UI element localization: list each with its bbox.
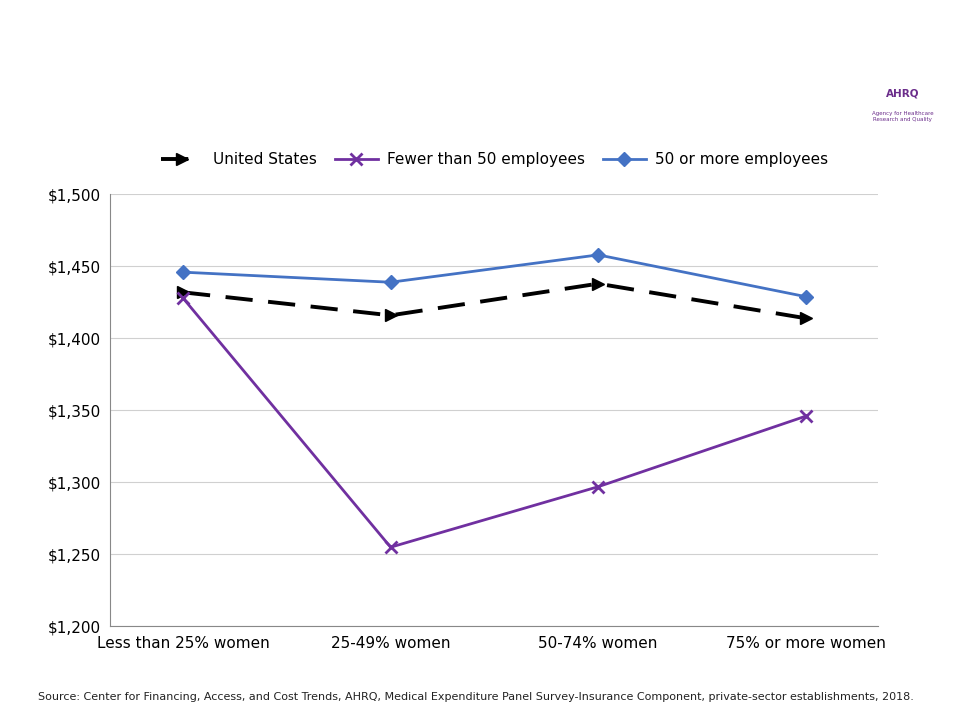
Text: Source: Center for Financing, Access, and Cost Trends, AHRQ, Medical Expenditure: Source: Center for Financing, Access, an…: [38, 692, 914, 702]
Text: Figure 4. Average annual employee contribution (in dollars) for single
coverage,: Figure 4. Average annual employee contri…: [23, 42, 822, 87]
Ellipse shape: [808, 0, 960, 201]
Text: AHRQ: AHRQ: [886, 89, 919, 99]
Legend: United States, Fewer than 50 employees, 50 or more employees: United States, Fewer than 50 employees, …: [155, 146, 834, 173]
Text: Agency for Healthcare
Research and Quality: Agency for Healthcare Research and Quali…: [872, 111, 933, 122]
